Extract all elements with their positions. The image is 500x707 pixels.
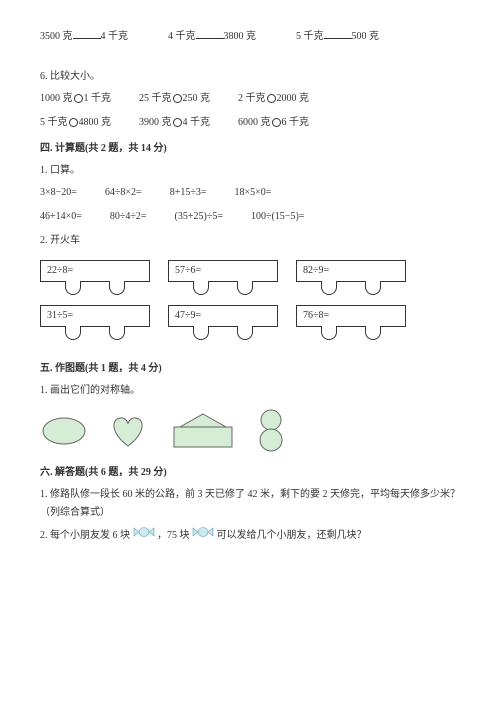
q5-pair: 5 千克500 克 [296, 28, 379, 46]
compare-circle[interactable] [267, 94, 276, 103]
train-box[interactable]: 31÷5= [40, 305, 150, 327]
q6-row2: 5 千克4800 克 3900 克4 千克 6000 克6 千克 [40, 114, 460, 132]
train-car: 47÷9= [168, 305, 278, 340]
s4-calc-row2: 46+14×0=80÷4÷2=(35+25)÷5=100÷(15−5)= [40, 208, 460, 226]
section6-heading: 六. 解答题(共 6 题，共 29 分) [40, 464, 460, 482]
wheel-icon [365, 326, 381, 340]
section5-heading: 五. 作图题(共 1 题，共 4 分) [40, 360, 460, 378]
s4-calc-row1: 3×8−20=64÷8×2=8+15÷3=18×5×0= [40, 184, 460, 202]
q5-pair: 3500 克4 千克 [40, 28, 128, 46]
train-car: 22÷8= [40, 260, 150, 295]
wheel-icon [365, 281, 381, 295]
wheel-icon [65, 326, 81, 340]
q6-title: 6. 比较大小。 [40, 68, 460, 86]
compare-circle[interactable] [173, 118, 182, 127]
wheel-icon [237, 326, 253, 340]
wheel-icon [321, 326, 337, 340]
train-row-2: 31÷5= 47÷9= 76÷8= [40, 305, 460, 340]
blank[interactable] [196, 29, 224, 39]
compare-circle[interactable] [272, 118, 281, 127]
ellipse-shape [40, 414, 88, 448]
q5-pair: 4 千克3800 克 [168, 28, 256, 46]
train-row-1: 22÷8= 57÷6= 82÷9= [40, 260, 460, 295]
double-circle-shape [256, 408, 286, 454]
compare-circle[interactable] [69, 118, 78, 127]
train-box[interactable]: 82÷9= [296, 260, 406, 282]
train-box[interactable]: 47÷9= [168, 305, 278, 327]
q5-row: 3500 克4 千克 4 千克3800 克 5 千克500 克 [40, 28, 460, 46]
compare-circle[interactable] [173, 94, 182, 103]
wheel-icon [109, 281, 125, 295]
wheel-icon [321, 281, 337, 295]
train-car: 31÷5= [40, 305, 150, 340]
train-box[interactable]: 76÷8= [296, 305, 406, 327]
q6-row1: 1000 克1 千克 25 千克250 克 2 千克2000 克 [40, 90, 460, 108]
blank[interactable] [73, 29, 101, 39]
train-box[interactable]: 57÷6= [168, 260, 278, 282]
wheel-icon [237, 281, 253, 295]
s6-q2: 2. 每个小朋友发 6 块 ，75 块 可以发给几个小朋友，还剩几块？ [40, 526, 460, 545]
wheel-icon [65, 281, 81, 295]
wheel-icon [193, 281, 209, 295]
train-car: 76÷8= [296, 305, 406, 340]
s4-q1: 1. 口算。 [40, 162, 460, 180]
s6-q1: 1. 修路队修一段长 60 米的公路，前 3 天已修了 42 米，剩下的要 2 … [40, 486, 460, 522]
wheel-icon [109, 326, 125, 340]
s5-q1: 1. 画出它们的对称轴。 [40, 382, 460, 400]
section4-heading: 四. 计算题(共 2 题，共 14 分) [40, 140, 460, 158]
heart-shape [106, 412, 150, 450]
compare-circle[interactable] [74, 94, 83, 103]
train-car: 82÷9= [296, 260, 406, 295]
house-shape [168, 411, 238, 451]
blank[interactable] [324, 29, 352, 39]
wheel-icon [193, 326, 209, 340]
s4-q2: 2. 开火车 [40, 232, 460, 250]
train-box[interactable]: 22÷8= [40, 260, 150, 282]
symmetry-shapes [40, 408, 460, 454]
candy-icon [133, 526, 155, 545]
train-car: 57÷6= [168, 260, 278, 295]
candy-icon [192, 526, 214, 545]
